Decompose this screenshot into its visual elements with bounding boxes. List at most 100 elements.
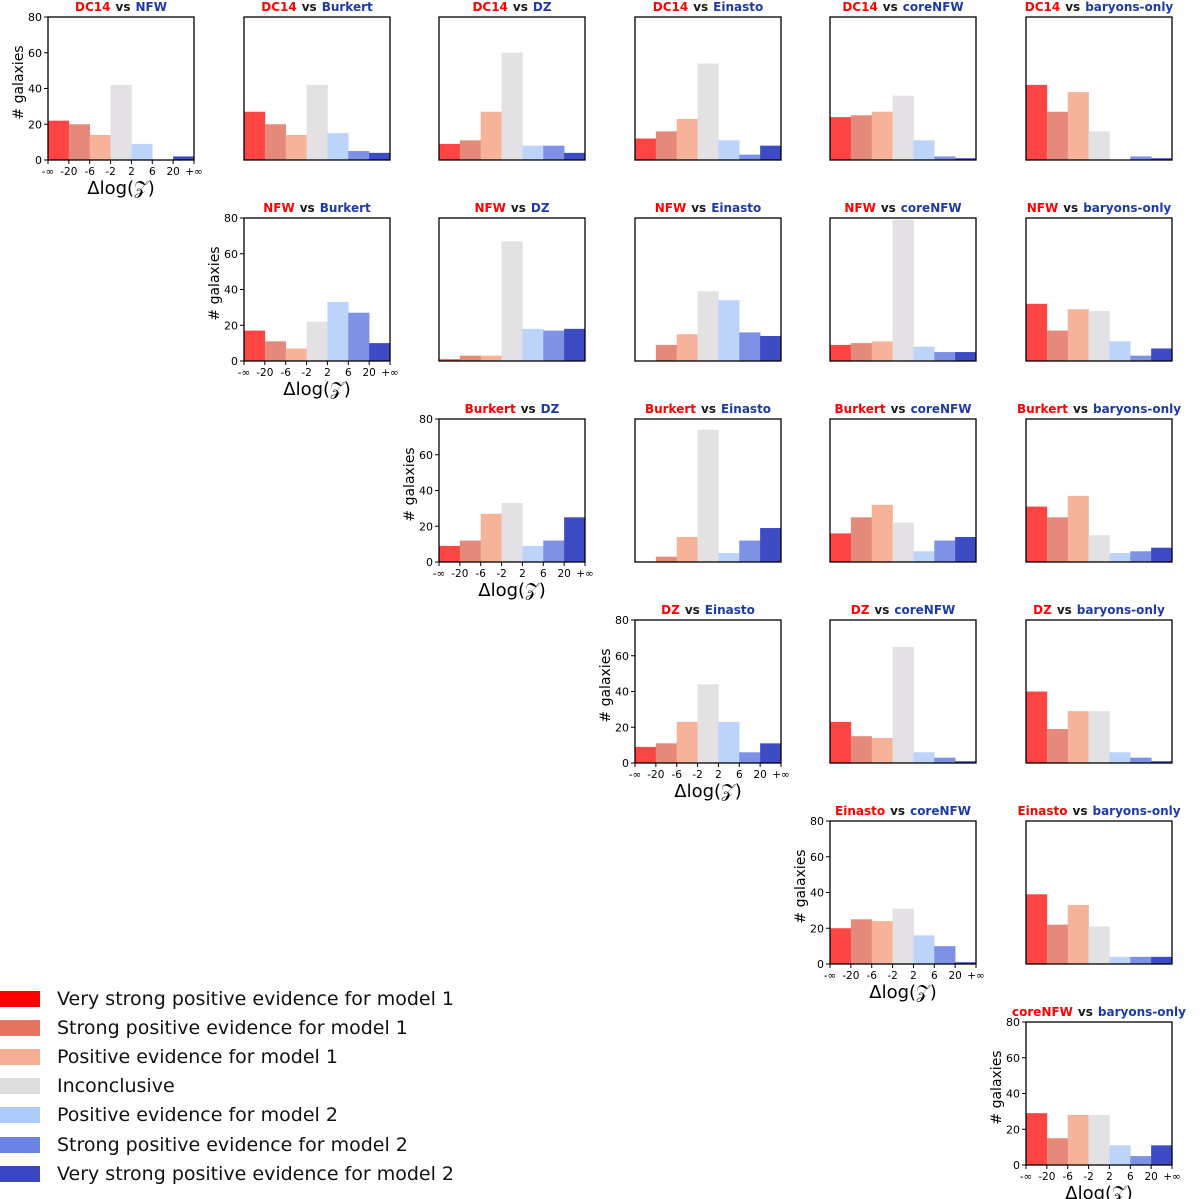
legend-swatch (0, 1136, 40, 1153)
bar (1067, 905, 1089, 964)
bar (1130, 757, 1152, 763)
model1-name: Burkert (645, 402, 696, 416)
subplot-Burkert-vs-DZ: Burkert vs DZ 0 20 40 60 80 -∞ -20 -6 -2 2 6 20 +∞ # gal… (402, 402, 594, 601)
bar (635, 746, 657, 763)
model1-name: coreNFW (1012, 1005, 1073, 1019)
model1-name: Burkert (1017, 402, 1068, 416)
bar (110, 84, 132, 160)
y-tick-label: 20 (224, 319, 238, 332)
bar (913, 935, 935, 964)
legend-label: Very strong positive evidence for model … (57, 1162, 455, 1185)
bar (760, 528, 782, 562)
bar (543, 540, 565, 562)
bar (760, 145, 782, 160)
vs-label: vs (1073, 402, 1088, 416)
legend-label: Strong positive evidence for model 1 (57, 1016, 408, 1039)
legend-swatch (0, 1165, 40, 1182)
bar (913, 346, 935, 361)
legend-item-positive-model2: Positive evidence for model 2 (0, 1101, 520, 1130)
subplot-title: coreNFW vs baryons-only (1012, 1005, 1186, 1019)
bar (1046, 517, 1069, 562)
bar (955, 352, 977, 361)
bar (1026, 303, 1048, 361)
bar (871, 341, 893, 361)
vs-label: vs (881, 201, 896, 215)
axes-frame (438, 217, 586, 362)
model2-name: coreNFW (894, 603, 955, 617)
bar (913, 140, 935, 160)
bar (306, 84, 328, 160)
subplot-title: DZ vs Einasto (661, 603, 755, 617)
legend-label: Inconclusive (57, 1075, 175, 1098)
model2-name: coreNFW (911, 402, 972, 416)
bar (522, 545, 544, 562)
x-tick-label: 2 (910, 970, 917, 982)
bar (955, 962, 977, 964)
bar (892, 95, 914, 160)
x-tick-label: -6 (280, 367, 291, 379)
bar (850, 919, 873, 964)
x-tick-label: 6 (736, 769, 743, 781)
y-tick-label: 0 (1013, 1159, 1020, 1172)
model1-name: Einasto (835, 804, 885, 818)
bar (543, 330, 565, 361)
model2-name: baryons-only (1085, 0, 1173, 14)
model2-name: baryons-only (1092, 804, 1180, 818)
bar (1151, 158, 1173, 160)
y-tick-label: 40 (28, 83, 42, 96)
bar (871, 921, 893, 964)
bar (369, 152, 391, 160)
vs-label: vs (116, 0, 131, 14)
model1-name: NFW (263, 201, 294, 215)
bar (439, 545, 461, 562)
bar (439, 359, 461, 361)
bar (1109, 752, 1131, 763)
x-tick-label: 2 (715, 769, 722, 781)
model1-name: DC14 (472, 0, 507, 14)
bar (1067, 1114, 1089, 1165)
model2-name: Burkert (320, 201, 371, 215)
subplot-DZ-vs-Einasto: DZ vs Einasto 0 20 40 60 80 -∞ -20 -6 -2 2 6 20 +∞ # gal… (598, 603, 790, 802)
axes-frame (829, 418, 977, 563)
bar (1046, 111, 1069, 160)
bar (1026, 506, 1048, 562)
bar (892, 522, 914, 562)
bar (1088, 131, 1110, 160)
bar (1151, 956, 1173, 964)
bar (1046, 1138, 1069, 1165)
x-axis-label: Δlog(𝒵) (674, 781, 742, 802)
axes-frame (634, 418, 782, 563)
y-tick-label: 60 (419, 449, 433, 462)
bar (760, 335, 782, 361)
bar (285, 348, 307, 361)
axes-frame (438, 16, 586, 161)
model2-name: Einasto (705, 603, 755, 617)
x-tick-label: -2 (1083, 1171, 1093, 1183)
legend-label: Very strong positive evidence for model … (57, 987, 455, 1010)
bar (934, 156, 956, 161)
legend-item-positive-model1: Positive evidence for model 1 (0, 1042, 520, 1071)
subplot-NFW-vs-baryons-only: NFW vs baryons-only (1025, 201, 1173, 362)
vs-label: vs (685, 603, 700, 617)
y-tick-label: 0 (817, 958, 824, 971)
model2-name: NFW (135, 0, 166, 14)
bar (1026, 84, 1048, 160)
vs-label: vs (521, 402, 536, 416)
model2-name: Einasto (721, 402, 771, 416)
y-tick-label: 40 (810, 887, 824, 900)
y-tick-label: 60 (224, 248, 238, 261)
bar (48, 120, 70, 160)
legend-swatch (0, 1107, 40, 1124)
bar (1046, 924, 1069, 964)
y-tick-label: 0 (231, 355, 238, 368)
bar (1130, 1156, 1152, 1165)
subplot-Burkert-vs-Einasto: Burkert vs Einasto (634, 402, 782, 563)
bar (564, 517, 586, 562)
legend-label: Positive evidence for model 2 (57, 1104, 338, 1127)
bar (718, 553, 740, 562)
x-tick-label: 2 (324, 367, 331, 379)
x-tick-label: -∞ (824, 970, 837, 982)
axes-frame (1025, 16, 1173, 161)
y-tick-label: 40 (1006, 1088, 1020, 1101)
